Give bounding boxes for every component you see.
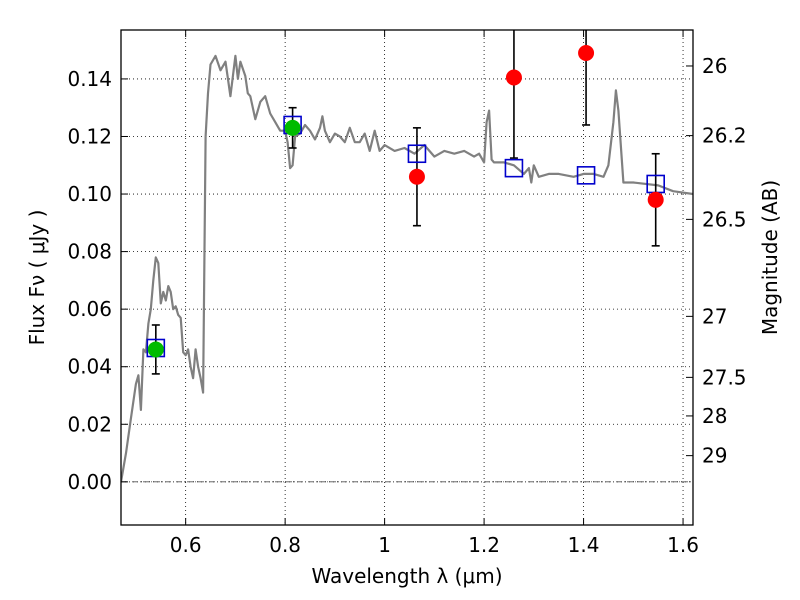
model-photometry-square	[576, 166, 596, 185]
right-tick-label: 26	[702, 54, 727, 78]
y-tick-label: 0.04	[67, 355, 112, 379]
right-tick-label: 27	[702, 304, 727, 328]
y-tick-label: 0.02	[67, 412, 112, 436]
matched-detection-point	[147, 341, 164, 358]
y-tick-label: 0.00	[67, 470, 112, 494]
model-photometry-square	[504, 158, 524, 178]
plot-area	[121, 30, 693, 483]
right-tick-label: 26.2	[702, 124, 747, 148]
detection-point	[505, 69, 522, 86]
x-tick-label: 0.8	[269, 533, 301, 557]
y-tick-label: 0.08	[67, 240, 112, 264]
x-axis-label: Wavelength λ (μm)	[311, 564, 502, 588]
y-axis-right-label: Magnitude (AB)	[758, 180, 782, 335]
matched-detection-point	[284, 119, 301, 136]
y-tick-label: 0.14	[67, 67, 112, 91]
y-axis-label: Flux Fν ( μJy )	[25, 210, 49, 346]
model-spectrum-line	[121, 54, 693, 482]
x-tick-label: 1.6	[667, 533, 699, 557]
right-tick-label: 26.5	[702, 207, 747, 231]
axes-frame	[120, 29, 694, 526]
detection-point	[647, 191, 664, 208]
y-tick-label: 0.12	[67, 124, 112, 148]
detection-point	[578, 45, 595, 62]
x-tick-label: 1.4	[568, 533, 600, 557]
right-tick-label: 27.5	[702, 365, 747, 389]
x-tick-label: 1.2	[468, 533, 500, 557]
detection-point	[408, 168, 425, 185]
right-tick-label: 29	[702, 444, 727, 468]
y-tick-label: 0.06	[67, 297, 112, 321]
y-tick-label: 0.10	[67, 182, 112, 206]
x-tick-label: 1	[378, 533, 391, 557]
x-tick-label: 0.6	[170, 533, 202, 557]
ticks: 0.6 0.8 1 1.2 1.4 1.6 0.00 0.02 0.04 0.06 0.08 0.10…	[67, 30, 747, 557]
model-photometry-square	[407, 144, 427, 164]
right-tick-label: 28	[702, 404, 727, 428]
